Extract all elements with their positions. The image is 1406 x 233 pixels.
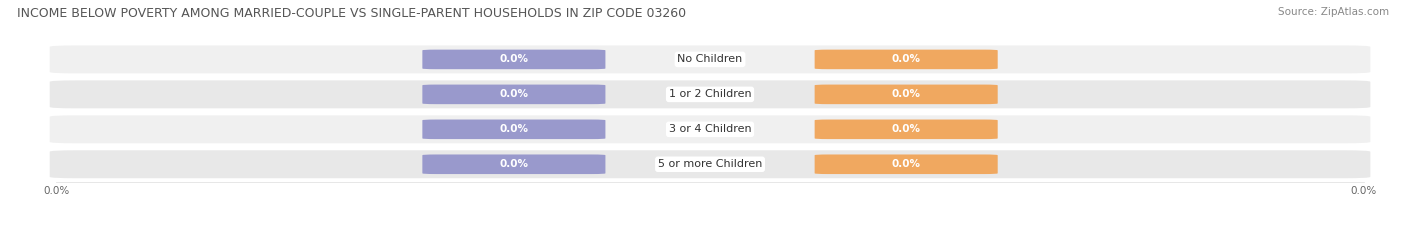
FancyBboxPatch shape	[49, 150, 1371, 178]
Text: 3 or 4 Children: 3 or 4 Children	[669, 124, 751, 134]
Text: 5 or more Children: 5 or more Children	[658, 159, 762, 169]
FancyBboxPatch shape	[422, 85, 606, 104]
Text: 0.0%: 0.0%	[499, 55, 529, 64]
Text: No Children: No Children	[678, 55, 742, 64]
FancyBboxPatch shape	[814, 85, 998, 104]
Text: 0.0%: 0.0%	[499, 89, 529, 99]
FancyBboxPatch shape	[814, 50, 998, 69]
FancyBboxPatch shape	[49, 80, 1371, 108]
Text: 1 or 2 Children: 1 or 2 Children	[669, 89, 751, 99]
FancyBboxPatch shape	[422, 154, 606, 174]
Text: 0.0%: 0.0%	[891, 55, 921, 64]
FancyBboxPatch shape	[422, 120, 606, 139]
Legend: Married Couples, Single Parents: Married Couples, Single Parents	[600, 230, 820, 233]
Text: 0.0%: 0.0%	[499, 124, 529, 134]
Text: 0.0%: 0.0%	[891, 89, 921, 99]
Text: 0.0%: 0.0%	[891, 124, 921, 134]
Text: 0.0%: 0.0%	[499, 159, 529, 169]
FancyBboxPatch shape	[49, 45, 1371, 73]
Text: Source: ZipAtlas.com: Source: ZipAtlas.com	[1278, 7, 1389, 17]
FancyBboxPatch shape	[814, 120, 998, 139]
FancyBboxPatch shape	[814, 154, 998, 174]
Text: 0.0%: 0.0%	[891, 159, 921, 169]
Text: INCOME BELOW POVERTY AMONG MARRIED-COUPLE VS SINGLE-PARENT HOUSEHOLDS IN ZIP COD: INCOME BELOW POVERTY AMONG MARRIED-COUPL…	[17, 7, 686, 20]
FancyBboxPatch shape	[49, 115, 1371, 143]
FancyBboxPatch shape	[422, 50, 606, 69]
